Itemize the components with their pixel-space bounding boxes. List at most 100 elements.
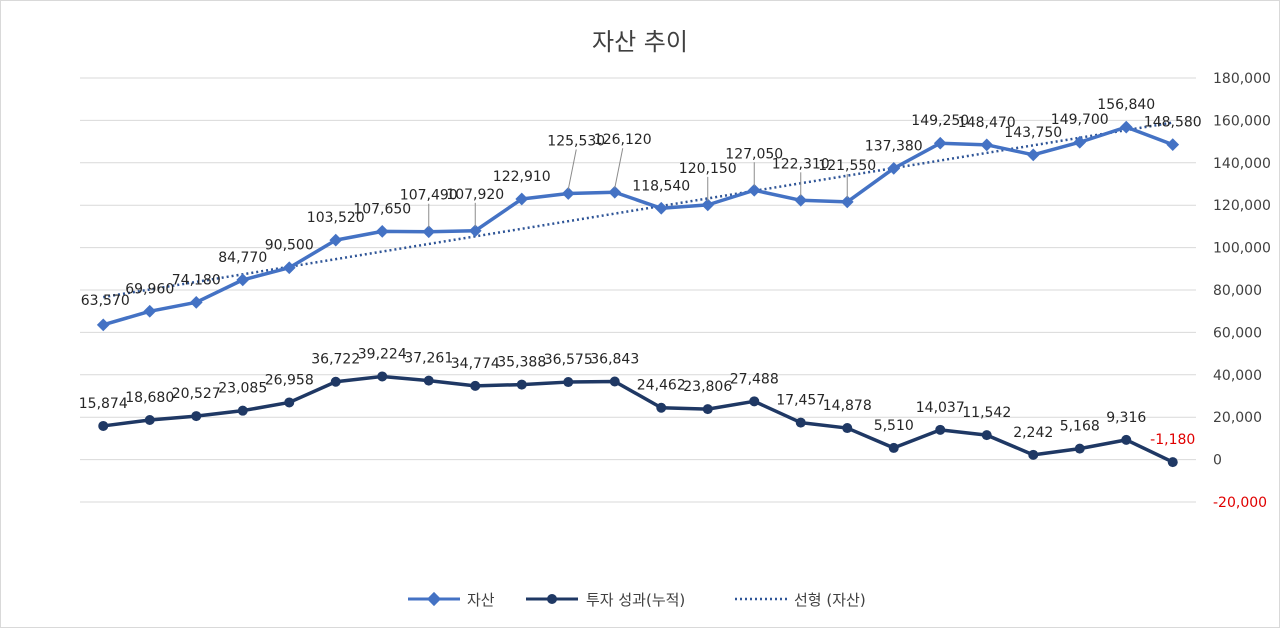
data-point-asset[interactable] (143, 304, 157, 318)
data-label-performance: 37,261 (404, 351, 453, 367)
data-label-asset: 84,770 (218, 250, 267, 266)
data-label-performance: 23,085 (218, 381, 267, 397)
y-tick-label: 140,000 (1213, 156, 1271, 172)
y-tick-label: 120,000 (1213, 198, 1271, 214)
data-point-performance[interactable] (795, 417, 806, 428)
data-point-performance[interactable] (1121, 434, 1132, 445)
data-label-performance: 15,874 (79, 396, 128, 412)
data-point-performance[interactable] (191, 411, 202, 422)
data-point-performance[interactable] (609, 376, 620, 387)
y-tick-label: -20,000 (1213, 495, 1267, 511)
y-axis-tick-labels: 180,000 160,000 140,000 120,000 100,000 80,00… (1213, 71, 1271, 511)
data-point-performance[interactable] (423, 375, 434, 386)
data-point-performance[interactable] (516, 379, 527, 390)
data-point-asset[interactable] (236, 273, 250, 287)
y-tick-label: 40,000 (1213, 368, 1262, 384)
data-point-asset[interactable] (282, 261, 296, 275)
data-label-asset: 149,700 (1051, 112, 1109, 128)
data-point-performance[interactable] (656, 402, 667, 413)
data-label-performance: 17,457 (776, 393, 825, 409)
legend-circle-marker-icon (547, 594, 557, 604)
legend-item-trendline[interactable]: 선형 (자산) (735, 591, 866, 609)
data-point-performance[interactable] (377, 371, 388, 382)
data-point-performance[interactable] (981, 430, 992, 441)
y-tick-label: 80,000 (1213, 283, 1262, 299)
data-label-asset: 156,840 (1097, 97, 1155, 113)
data-point-performance[interactable] (702, 404, 713, 415)
data-point-performance[interactable] (144, 414, 155, 425)
data-label-performance: 2,242 (1013, 425, 1053, 441)
legend-diamond-marker-icon (426, 591, 442, 607)
data-label-performance: 36,575 (544, 352, 593, 368)
data-point-performance[interactable] (749, 396, 760, 407)
data-label-asset: 125,530 (547, 133, 605, 149)
legend-item-asset[interactable]: 자산 (408, 591, 495, 609)
data-point-performance[interactable] (330, 376, 341, 387)
gridlines (80, 77, 1196, 503)
data-label-asset: 137,380 (865, 138, 923, 154)
data-label-performance: 27,488 (730, 371, 779, 387)
y-tick-label: 0 (1213, 453, 1222, 469)
data-point-performance[interactable] (888, 442, 899, 453)
data-point-asset[interactable] (468, 224, 482, 238)
series-line-performance (103, 374, 1174, 464)
data-point-performance[interactable] (1028, 449, 1039, 460)
data-label-asset: 107,490 (400, 188, 458, 204)
data-label-asset: 126,120 (594, 132, 652, 148)
data-label-asset: 121,550 (818, 158, 876, 174)
data-point-asset[interactable] (375, 225, 389, 238)
data-label-performance: 20,527 (172, 386, 221, 402)
data-point-performance[interactable] (237, 405, 248, 416)
label-leader-line (567, 149, 577, 190)
data-label-asset: 122,910 (493, 169, 551, 185)
data-point-performance[interactable] (284, 397, 295, 408)
data-label-performance: 36,722 (311, 352, 360, 368)
data-label-performance: 18,680 (125, 390, 174, 406)
legend: 자산 투자 성과(누적) 선형 (자산) (408, 591, 866, 609)
data-label-asset: 149,250 (911, 113, 969, 129)
data-label-asset: 127,050 (725, 146, 783, 162)
data-label-asset: 107,650 (353, 201, 411, 217)
y-tick-label: 100,000 (1213, 241, 1271, 257)
data-point-performance[interactable] (1074, 443, 1085, 454)
data-label-performance: 35,388 (497, 355, 546, 371)
data-point-performance[interactable] (842, 423, 853, 434)
data-label-asset: 148,470 (958, 115, 1016, 131)
y-tick-label: 20,000 (1213, 410, 1262, 426)
data-label-performance: 26,958 (265, 372, 314, 388)
data-point-asset[interactable] (329, 233, 343, 247)
data-point-asset[interactable] (189, 295, 203, 309)
data-label-asset: 148,580 (1144, 115, 1202, 131)
data-label-performance: 14,878 (823, 398, 872, 414)
data-label-performance: 11,542 (962, 405, 1011, 421)
chart-title: 자산 추이 (592, 28, 688, 56)
data-label-asset: 103,520 (307, 210, 365, 226)
data-point-asset[interactable] (422, 225, 436, 239)
series-line-asset (102, 125, 1174, 327)
data-label-performance: 5,168 (1060, 419, 1100, 435)
data-point-performance[interactable] (935, 424, 946, 435)
data-label-performance: 9,316 (1106, 410, 1146, 426)
legend-label-trendline: 선형 (자산) (794, 591, 866, 609)
legend-label-asset: 자산 (467, 591, 495, 609)
data-point-performance[interactable] (1167, 457, 1178, 468)
legend-item-performance[interactable]: 투자 성과(누적) (526, 591, 685, 609)
data-label-performance: 36,843 (590, 351, 639, 367)
data-label-performance: -1,180 (1150, 432, 1195, 448)
data-label-asset: 118,540 (632, 178, 690, 194)
data-label-asset: 143,750 (1004, 125, 1062, 141)
data-point-performance[interactable] (470, 380, 481, 391)
data-point-performance[interactable] (563, 377, 574, 388)
series-layer (96, 120, 1180, 468)
data-label-asset: 63,570 (81, 293, 130, 309)
data-label-asset: 122,310 (772, 156, 830, 172)
data-label-performance: 23,806 (683, 379, 732, 395)
data-point-performance[interactable] (98, 420, 109, 431)
y-tick-label: 60,000 (1213, 325, 1262, 341)
data-point-asset[interactable] (96, 318, 110, 332)
data-labels: 63,57069,96074,18084,77090,500103,520107… (79, 97, 1202, 448)
data-label-asset: 120,150 (679, 161, 737, 177)
data-label-performance: 14,037 (916, 400, 965, 416)
